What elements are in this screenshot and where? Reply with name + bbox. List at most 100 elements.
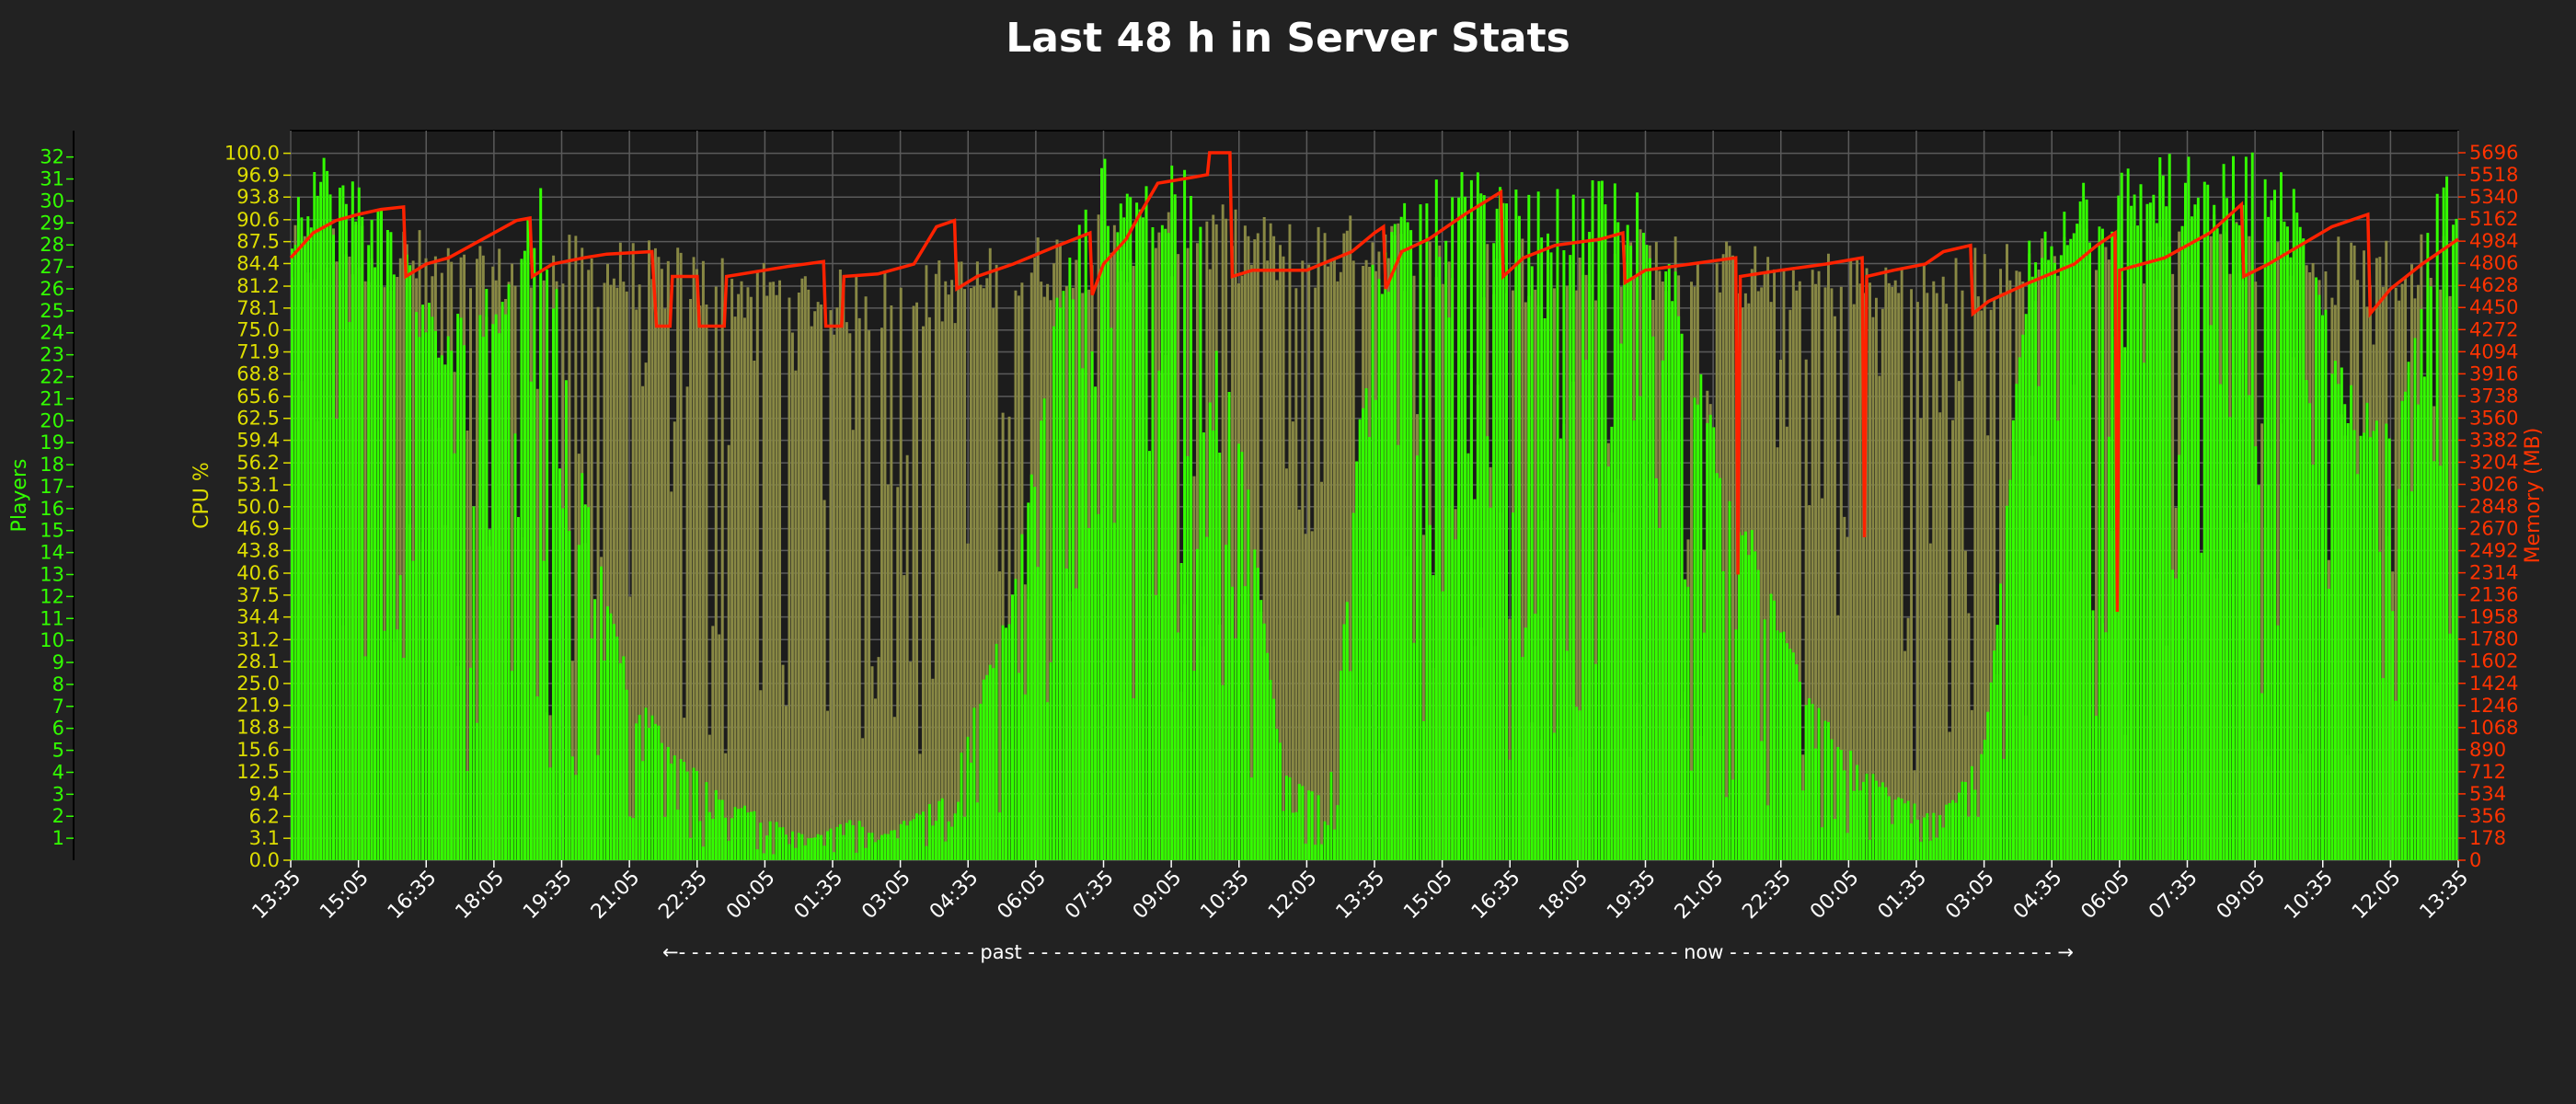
memory-tick-label: 5696 (2469, 142, 2518, 164)
cpu-tick-label: 18.8 (236, 717, 280, 739)
memory-tick-label: 4272 (2469, 318, 2518, 340)
x-tick-label: 07:35 (1061, 867, 1119, 925)
players-tick-label: 26 (40, 278, 64, 300)
x-tick-label: 16:35 (384, 867, 442, 925)
x-tick-label: 15:05 (1399, 867, 1457, 925)
players-tick-label: 17 (40, 476, 64, 498)
memory-tick-label: 3026 (2469, 473, 2518, 495)
x-tick-label: 03:05 (1941, 867, 1999, 925)
x-tick-label: 09:05 (2213, 867, 2271, 925)
x-tick-label: 13:35 (248, 867, 306, 925)
players-tick-label: 29 (40, 212, 64, 234)
x-tick-label: 22:35 (1738, 867, 1796, 925)
memory-tick-label: 4806 (2469, 252, 2518, 274)
players-tick-label: 31 (40, 168, 64, 190)
x-tick-label: 22:35 (654, 867, 712, 925)
cpu-tick-label: 46.9 (236, 518, 280, 540)
players-tick-label: 21 (40, 387, 64, 409)
cpu-tick-label: 87.5 (236, 231, 280, 253)
players-tick-label: 27 (40, 256, 64, 278)
players-tick-label: 6 (52, 718, 64, 740)
x-tick-label: 09:05 (1129, 867, 1187, 925)
players-tick-label: 11 (40, 607, 64, 629)
memory-tick-label: 3204 (2469, 451, 2518, 473)
cpu-tick-label: 12.5 (236, 761, 280, 783)
cpu-tick-label: 75.0 (236, 319, 280, 341)
cpu-tick-label: 40.6 (236, 562, 280, 584)
players-tick-label: 8 (52, 673, 64, 696)
players-tick-label: 14 (40, 542, 64, 564)
cpu-tick-label: 62.5 (236, 408, 280, 430)
cpu-tick-label: 0.0 (249, 849, 280, 871)
players-tick-label: 3 (52, 783, 64, 805)
memory-tick-label: 4628 (2469, 274, 2518, 296)
players-tick-label: 13 (40, 563, 64, 585)
memory-axis-label: Memory (MB) (2522, 428, 2545, 564)
x-tick-label: 21:05 (1671, 867, 1729, 925)
x-tick-label: 10:35 (1196, 867, 1254, 925)
memory-tick-label: 5162 (2469, 208, 2518, 230)
players-tick-label: 10 (40, 629, 64, 651)
players-tick-label: 15 (40, 520, 64, 542)
x-tick-label: 12:05 (2348, 867, 2406, 925)
memory-tick-label: 712 (2469, 761, 2506, 783)
memory-tick-label: 1068 (2469, 717, 2518, 739)
memory-tick-label: 5518 (2469, 164, 2518, 186)
cpu-tick-label: 31.2 (236, 628, 280, 650)
x-tick-label: 04:35 (926, 867, 983, 925)
players-tick-label: 22 (40, 366, 64, 388)
memory-tick-label: 2136 (2469, 584, 2518, 606)
cpu-tick-label: 56.2 (236, 452, 280, 474)
cpu-tick-label: 100.0 (224, 143, 280, 165)
x-tick-label: 01:35 (1874, 867, 1932, 925)
cpu-tick-label: 93.8 (236, 186, 280, 208)
players-tick-label: 20 (40, 409, 64, 431)
cpu-tick-label: 50.0 (236, 496, 280, 518)
cpu-tick-label: 43.8 (236, 539, 280, 561)
x-tick-label: 12:05 (1264, 867, 1322, 925)
memory-tick-label: 3738 (2469, 385, 2518, 407)
memory-tick-label: 1958 (2469, 606, 2518, 628)
memory-tick-label: 2314 (2469, 562, 2518, 584)
x-tick-label: 10:35 (2280, 867, 2338, 925)
x-tick-label: 13:35 (1332, 867, 1390, 925)
memory-tick-label: 3560 (2469, 407, 2518, 429)
past-now-annotation: ←- - - - - - - - - - - - - - - - - - - -… (662, 941, 2074, 963)
memory-tick-label: 2848 (2469, 496, 2518, 518)
x-tick-label: 00:05 (1806, 867, 1864, 925)
players-tick-label: 9 (52, 651, 64, 673)
x-tick-label: 00:05 (722, 867, 780, 925)
players-tick-label: 2 (52, 805, 64, 827)
cpu-tick-label: 71.9 (236, 341, 280, 363)
cpu-tick-label: 6.2 (249, 805, 280, 827)
cpu-tick-label: 21.9 (236, 695, 280, 717)
memory-tick-label: 890 (2469, 739, 2506, 761)
cpu-tick-label: 59.4 (236, 430, 280, 452)
memory-tick-label: 2492 (2469, 540, 2518, 562)
cpu-tick-label: 9.4 (249, 783, 280, 805)
memory-tick-label: 4984 (2469, 230, 2518, 252)
series-line-memory (289, 151, 2459, 613)
players-tick-label: 28 (40, 234, 64, 256)
cpu-tick-label: 96.9 (236, 164, 280, 186)
chart-title: Last 48 h in Server Stats (1006, 15, 1570, 62)
x-tick-label: 07:35 (2145, 867, 2202, 925)
memory-tick-label: 1780 (2469, 628, 2518, 650)
memory-tick-label: 534 (2469, 783, 2506, 805)
players-tick-label: 30 (40, 190, 64, 212)
players-tick-label: 7 (52, 696, 64, 718)
players-tick-label: 25 (40, 300, 64, 322)
x-tick-label: 06:05 (2077, 867, 2135, 925)
memory-tick-label: 356 (2469, 805, 2506, 827)
cpu-tick-label: 84.4 (236, 252, 280, 274)
x-tick-label: 16:35 (1467, 867, 1525, 925)
cpu-tick-label: 53.1 (236, 474, 280, 496)
players-tick-label: 16 (40, 498, 64, 520)
x-tick-label: 13:35 (2416, 867, 2474, 925)
players-tick-label: 12 (40, 585, 64, 607)
x-tick-label: 04:35 (2009, 867, 2067, 925)
memory-tick-label: 1424 (2469, 673, 2518, 695)
x-tick-label: 01:35 (790, 867, 848, 925)
cpu-tick-label: 28.1 (236, 650, 280, 673)
